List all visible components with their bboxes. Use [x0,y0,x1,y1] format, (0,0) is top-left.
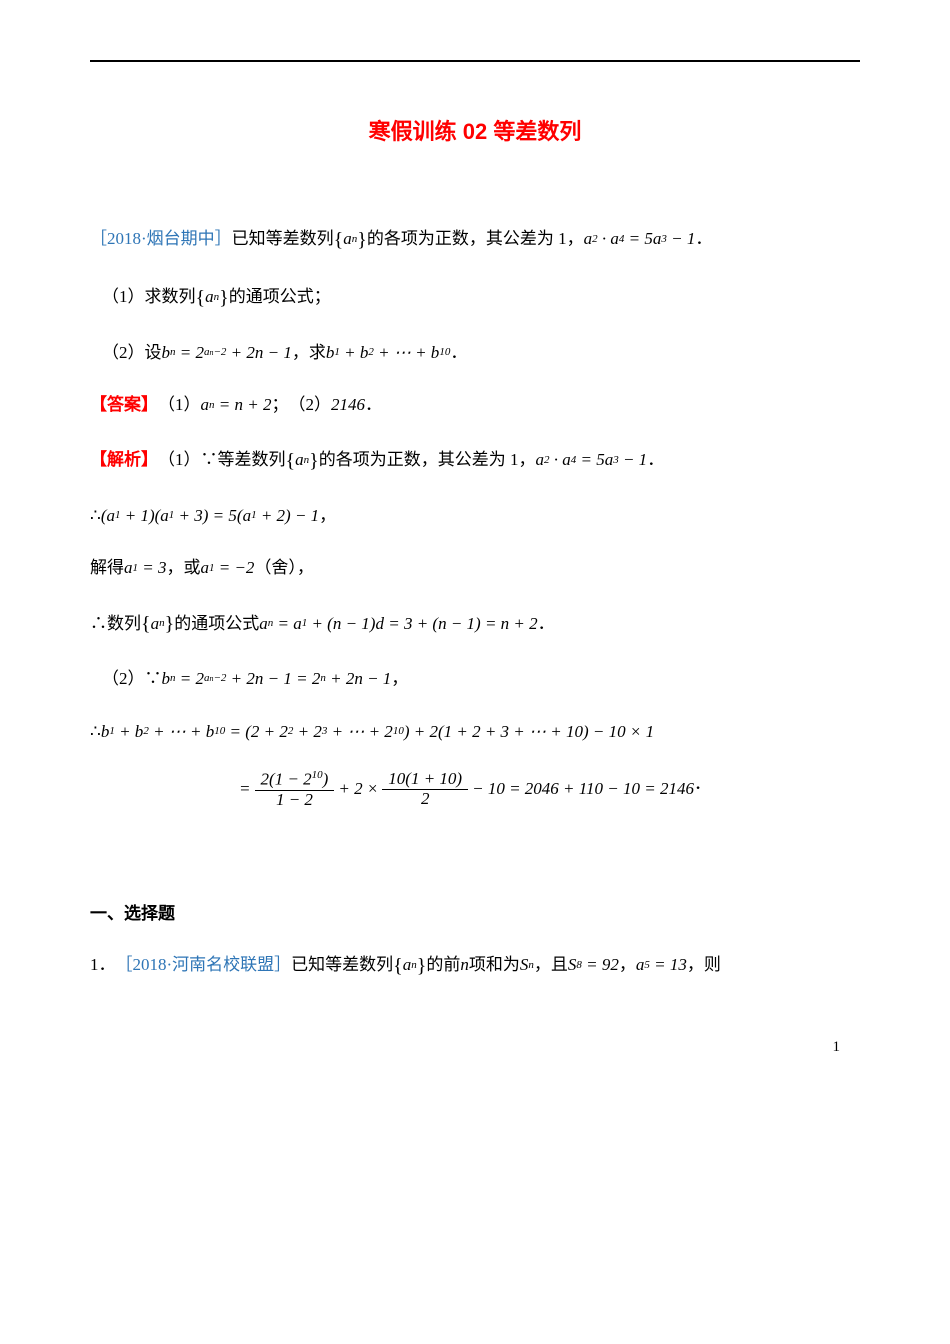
item1-text-c: 项和为 [469,950,520,981]
page-number: 1 [90,1034,860,1061]
q1-tail: 的通项公式； [229,282,331,313]
question-1: （1）求数列 {an} 的通项公式； [90,280,860,316]
item1-text-f: ，则 [687,950,721,981]
analysis-period: ． [647,445,664,476]
intro-text-b: 的各项为正数，其公差为 1， [367,224,584,255]
intro-text-a: 已知等差数列 [232,224,334,255]
answer-period: ． [365,390,382,421]
frac1-num: 2(1 − 210) [255,769,335,790]
answer-p1-label: （1） [158,390,201,421]
item1-source: ［2018·河南名校联盟］ [116,950,292,981]
q2-sum: b1 + b2 + ⋯ + b10 [326,338,450,369]
document-title: 寒假训练 02 等差数列 [90,112,860,152]
item1-n: n [460,950,469,981]
intro-equation: a2 · a4 = 5a3 − 1 [584,224,696,255]
analysis-line-1: 【解析】 （1）∵等差数列 {an} 的各项为正数，其公差为 1， a2 · a… [90,443,860,479]
problem-intro: ［2018·烟台期中］ 已知等差数列 {an} 的各项为正数，其公差为 1， a… [90,222,860,258]
answer-p1-eq: an = n + 2 [201,390,272,421]
item1-text-a: 已知等差数列 [291,950,393,981]
period: ． [695,224,712,255]
answer-line: 【答案】 （1） an = n + 2 ； （2） 2146 ． [90,390,860,421]
plus-text: + 2 × [338,774,378,805]
q2-label: （2）设 [102,338,162,369]
top-horizontal-rule [90,60,860,62]
general-seq: {an} [141,606,174,642]
section-1-heading: 一、选择题 [90,899,860,930]
item1-Sn: Sn [520,950,534,981]
general-eq: an = a1 + (n − 1)d = 3 + (n − 1) = n + 2 [259,609,537,640]
a1-val1: a1 = 3 [124,553,166,584]
analysis-label: 【解析】 [90,445,158,476]
frac1-den: 1 − 2 [270,791,319,810]
item1-eq2: a5 = 13 [636,950,687,981]
source-tag: ［2018·烟台期中］ [90,224,232,255]
solve-c: （舍）， [254,553,314,584]
analysis-general: ∴数列 {an} 的通项公式 an = a1 + (n − 1)d = 3 + … [90,606,860,642]
frac2-num: 10(1 + 10) [382,770,468,790]
item1-text-d: ，且 [534,950,568,981]
sum-lhs: b1 + b2 + ⋯ + b10 [101,717,225,748]
p2-comma: ， [391,664,408,695]
analysis-p2: （2）∵ bn = 2an−2 + 2n − 1 = 2n + 2n − 1 ， [90,664,860,695]
eq1-math: (a1 + 1)(a1 + 3) = 5(a1 + 2) − 1 [101,501,319,532]
a1-val2: a1 = −2 [200,553,254,584]
answer-sep: ； [271,390,288,421]
bn-expand: bn = 2an−2 + 2n − 1 = 2n + 2n − 1 [162,664,392,695]
final-eq: = 2(1 − 210) 1 − 2 + 2 × 10(1 + 10) 2 − … [239,769,694,809]
q2-period: ． [450,338,467,369]
item1-num: 1． [90,950,116,981]
item1-eq1: S8 = 92 [568,950,619,981]
answer-p2-label: （2） [288,390,331,421]
analysis-p1-eq: a2 · a4 = 5a3 − 1 [535,445,647,476]
analysis-eq1: ∴ (a1 + 1)(a1 + 3) = 5(a1 + 2) − 1 ， [90,501,860,532]
analysis-p1-text: 的各项为正数，其公差为 1， [319,445,536,476]
analysis-seq: {an} [286,443,319,479]
q2-mid: ，求 [292,338,326,369]
sum-rhs1: = (2 + 22 + 23 + ⋯ + 210) + 2(1 + 2 + 3 … [225,717,654,748]
section1-item1: 1． ［2018·河南名校联盟］ 已知等差数列 {an} 的前 n 项和为 Sn… [90,948,860,984]
item1-text-e: ， [619,950,636,981]
solve-b: ，或 [166,553,200,584]
answer-p2-val: 2146 [331,390,365,421]
frac-2: 10(1 + 10) 2 [382,770,468,808]
sequence-an: {an} [334,222,367,258]
frac-1: 2(1 − 210) 1 − 2 [255,769,335,809]
q2-bn: bn = 2an−2 + 2n − 1 [162,338,292,369]
therefore-1: ∴ [90,501,101,532]
eq-prefix: = [239,774,250,805]
q1-label: （1）求数列 [102,282,196,313]
item1-seq: {an} [393,948,426,984]
therefore-2: ∴数列 [90,609,141,640]
comma-1: ， [319,501,336,532]
item1-text-b: 的前 [426,950,460,981]
general-period: ． [538,609,555,640]
solve-a: 解得 [90,553,124,584]
analysis-solve: 解得 a1 = 3 ，或 a1 = −2 （舍）， [90,553,860,584]
general-text: 的通项公式 [174,609,259,640]
analysis-final: = 2(1 − 210) 1 − 2 + 2 × 10(1 + 10) 2 − … [90,769,860,809]
final-period: ． [694,769,711,809]
answer-label: 【答案】 [90,390,158,421]
final-tail: − 10 = 2046 + 110 − 10 = 2146 [472,774,694,805]
analysis-sum: ∴ b1 + b2 + ⋯ + b10 = (2 + 22 + 23 + ⋯ +… [90,717,860,748]
p2-label: （2）∵ [102,664,162,695]
question-2: （2）设 bn = 2an−2 + 2n − 1 ，求 b1 + b2 + ⋯ … [90,338,860,369]
frac2-den: 2 [415,790,436,809]
analysis-p1-label: （1）∵等差数列 [158,445,286,476]
q1-seq: {an} [196,280,229,316]
therefore-3: ∴ [90,717,101,748]
